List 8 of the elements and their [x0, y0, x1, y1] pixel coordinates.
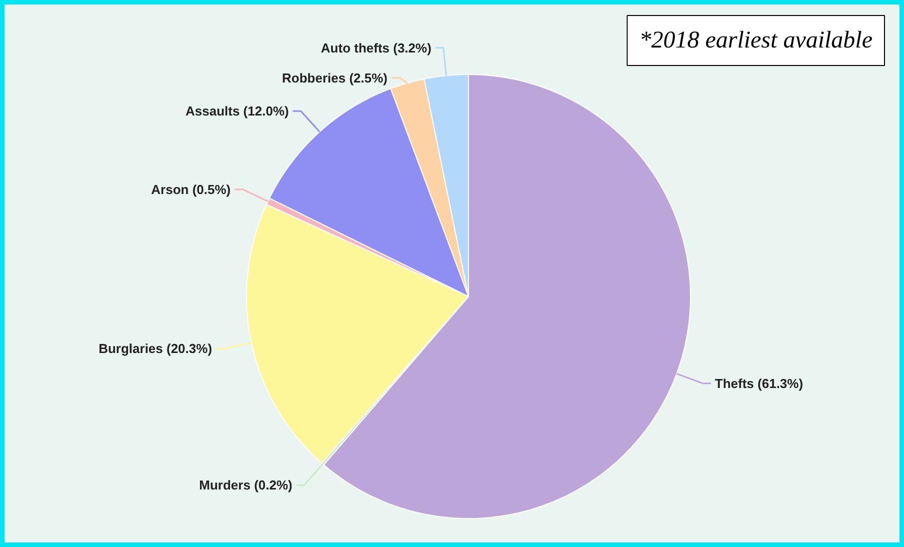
slice-label: Assaults (12.0%) — [186, 104, 289, 119]
slice-label: Robberies (2.5%) — [282, 70, 388, 86]
slice-label: Murders (0.2%) — [199, 478, 292, 493]
slice-label: Burglaries (20.3%) — [98, 341, 212, 356]
slice-label: Auto thefts (3.2%) — [320, 40, 432, 56]
slice-label: Arson (0.5%) — [151, 182, 231, 197]
slice-label: Thefts (61.3%) — [714, 376, 804, 391]
text: *2018 earliest available — [639, 28, 873, 54]
